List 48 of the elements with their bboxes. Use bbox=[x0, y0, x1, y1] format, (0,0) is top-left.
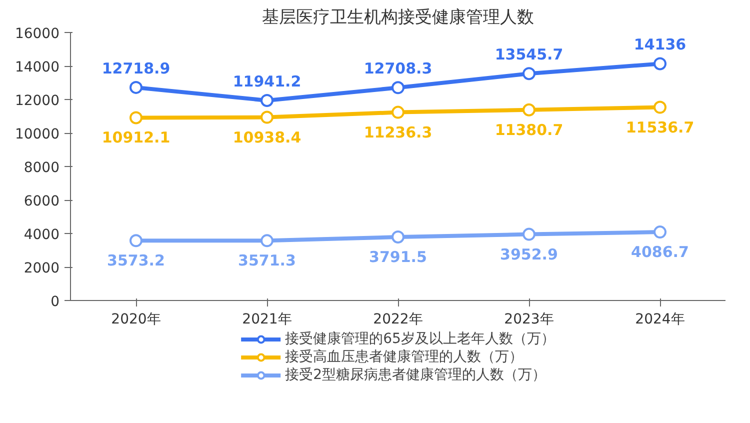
data-label: 12718.9 bbox=[102, 59, 170, 78]
x-tick-label: 2021年 bbox=[242, 312, 292, 328]
point bbox=[654, 57, 666, 70]
point bbox=[522, 103, 536, 116]
point bbox=[260, 110, 274, 124]
point bbox=[260, 234, 274, 248]
data-label: 10912.1 bbox=[102, 128, 170, 147]
point bbox=[522, 67, 536, 80]
data-label: 11380.7 bbox=[494, 120, 564, 139]
y-tick-label: 14000 bbox=[14, 60, 60, 76]
legend-label: 接受2型糖尿病患者健康管理的人数（万） bbox=[285, 366, 546, 384]
point bbox=[522, 228, 536, 241]
data-label: 11536.7 bbox=[626, 118, 694, 136]
chart-title: 基层医疗卫生机构接受健康管理人数 bbox=[262, 8, 534, 28]
data-label: 3573.2 bbox=[107, 252, 165, 270]
x-tick-label: 2024年 bbox=[635, 312, 685, 328]
data-label: 3791.5 bbox=[369, 248, 427, 266]
y-tick-label: 10000 bbox=[14, 126, 60, 142]
point bbox=[654, 100, 666, 114]
point bbox=[392, 106, 404, 119]
point bbox=[130, 234, 142, 248]
legend-label: 接受健康管理的65岁及以上老年人数（万） bbox=[285, 330, 555, 348]
data-label: 3571.3 bbox=[238, 252, 296, 270]
data-label: 14136 bbox=[634, 36, 686, 54]
y-tick-label: 4000 bbox=[24, 227, 60, 243]
x-tick-label: 2020年 bbox=[111, 312, 161, 328]
data-label: 3952.9 bbox=[500, 245, 558, 264]
y-tick-label: 2000 bbox=[24, 260, 60, 276]
data-label: 11236.3 bbox=[364, 123, 432, 142]
data-label: 11941.2 bbox=[232, 72, 302, 90]
data-label: 13545.7 bbox=[494, 46, 564, 64]
data-label: 12708.3 bbox=[364, 60, 432, 78]
legend-label: 接受高血压患者健康管理的人数（万） bbox=[285, 348, 524, 366]
point bbox=[130, 80, 142, 94]
point bbox=[130, 111, 142, 124]
y-tick-label: 16000 bbox=[14, 26, 60, 42]
y-tick-label: 12000 bbox=[14, 93, 60, 109]
point bbox=[654, 226, 666, 239]
y-tick-label: 0 bbox=[50, 294, 60, 310]
point bbox=[392, 81, 404, 94]
point bbox=[260, 94, 274, 107]
data-label: 10938.4 bbox=[232, 128, 302, 146]
x-tick-label: 2022年 bbox=[373, 312, 423, 328]
y-tick-label: 6000 bbox=[24, 194, 60, 210]
point bbox=[392, 230, 404, 244]
data-label: 4086.7 bbox=[631, 243, 689, 262]
x-tick-label: 2023年 bbox=[504, 312, 554, 328]
y-tick-label: 8000 bbox=[24, 160, 60, 176]
